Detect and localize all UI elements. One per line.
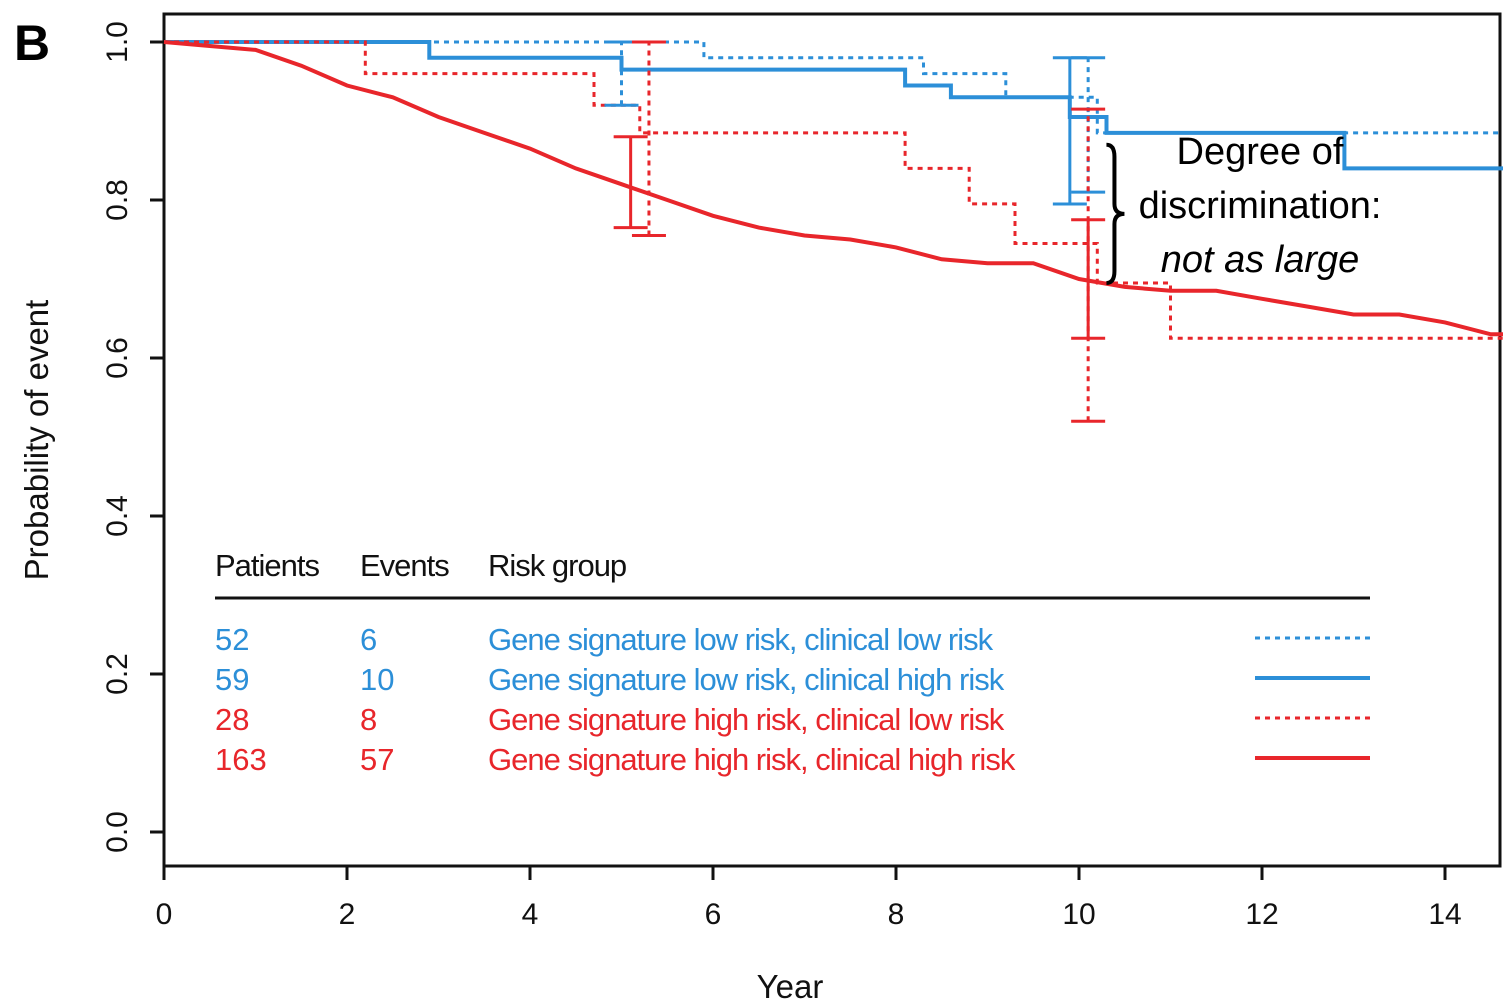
panel-label: B	[14, 15, 50, 71]
legend-risk-group: Gene signature high risk, clinical low r…	[488, 702, 1005, 737]
legend-header-3: Risk group	[488, 548, 626, 583]
y-tick-label: 0.2	[101, 653, 134, 695]
series-line-3	[164, 40, 1503, 340]
legend-risk-group: Gene signature low risk, clinical low ri…	[488, 622, 994, 657]
y-tick-label: 0.0	[101, 811, 134, 853]
series-line-1	[164, 40, 1503, 135]
axes: 0 2 4 6 8 10 12 14 0.0 0.2 0.4 0.6 0.8 1.0	[101, 12, 1502, 931]
brace	[1106, 142, 1125, 285]
survival-curves	[163, 40, 1503, 340]
x-tick-label: 0	[156, 898, 173, 931]
x-tick-label: 10	[1062, 898, 1095, 931]
legend-events: 10	[360, 662, 394, 697]
x-tick-label: 12	[1245, 898, 1278, 931]
x-tick-label: 14	[1428, 898, 1461, 931]
y-tick-label: 0.4	[101, 495, 134, 537]
y-axis-title: Probability of event	[18, 300, 55, 581]
annotation-line-1: Degree of	[1177, 131, 1344, 173]
legend-patients: 163	[215, 742, 267, 777]
legend-header-2: Events	[360, 548, 449, 583]
confidence-interval-bars	[604, 40, 1106, 423]
legend: Patients Events Risk group 52 6 Gene signatur…	[215, 548, 1370, 777]
x-tick-label: 8	[888, 898, 905, 931]
x-tick-label: 4	[522, 898, 539, 931]
y-tick-label: 1.0	[101, 21, 134, 63]
legend-risk-group: Gene signature high risk, clinical high …	[488, 742, 1016, 777]
y-tick-label: 0.8	[101, 179, 134, 221]
legend-events: 8	[360, 702, 377, 737]
legend-patients: 28	[215, 702, 249, 737]
legend-events: 6	[360, 622, 377, 657]
legend-events: 57	[360, 742, 394, 777]
x-axis-title: Year	[757, 968, 824, 1002]
y-tick-label: 0.6	[101, 337, 134, 379]
legend-risk-group: Gene signature low risk, clinical high r…	[488, 662, 1005, 697]
series-line-4	[163, 40, 1503, 337]
x-tick-label: 2	[339, 898, 356, 931]
plot-frame	[162, 12, 1502, 868]
legend-patients: 59	[215, 662, 249, 697]
x-tick-label: 6	[705, 898, 722, 931]
legend-patients: 52	[215, 622, 249, 657]
annotation-line-2: discrimination:	[1139, 185, 1382, 227]
series-line-2	[164, 40, 1503, 171]
legend-header-1: Patients	[215, 548, 320, 583]
discrimination-annotation: Degree of discrimination: not as large	[1106, 131, 1382, 285]
annotation-line-3: not as large	[1161, 239, 1360, 281]
